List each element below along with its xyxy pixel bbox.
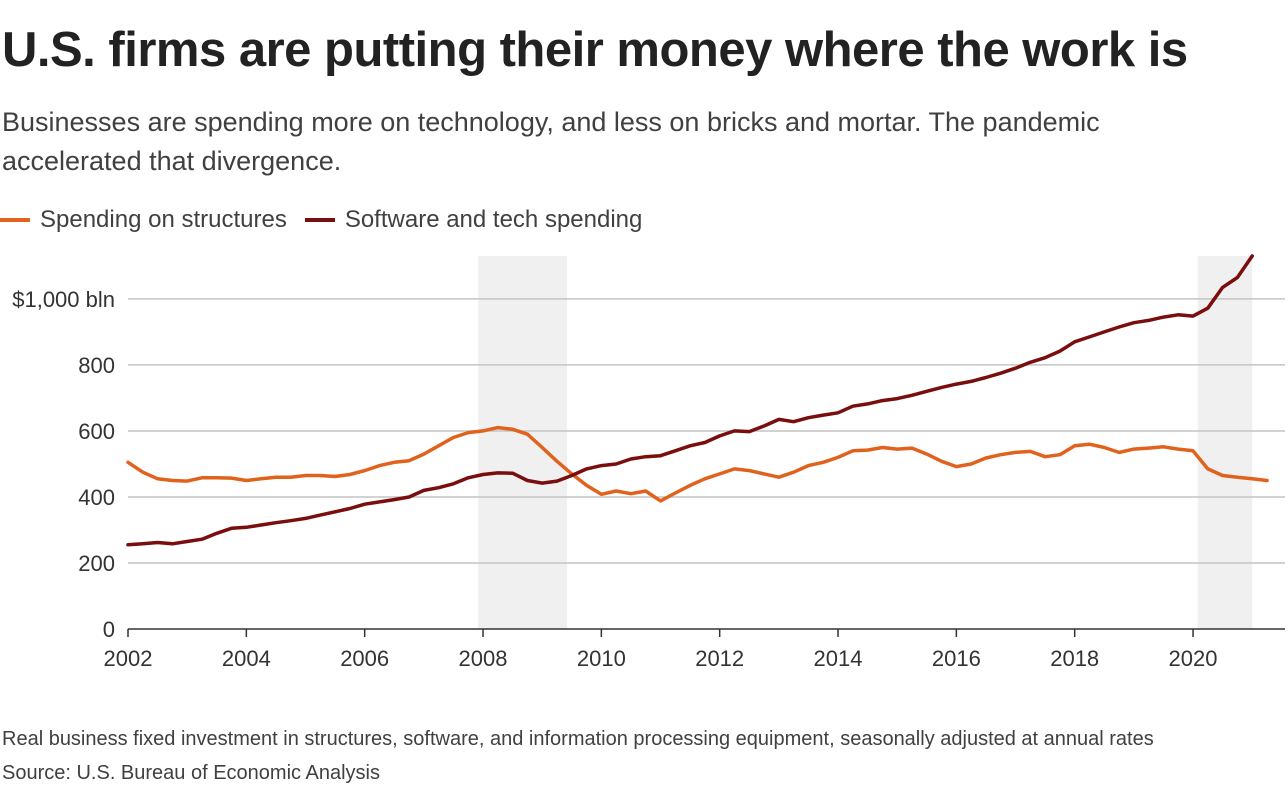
gridlines xyxy=(128,298,1285,564)
x-tick-label: 2016 xyxy=(932,646,981,671)
recession-band-2 xyxy=(1197,256,1253,629)
recession-band-1 xyxy=(478,256,568,629)
axes: 0 200 400 600 800 $1,000 bln 2002 2004 2006 2008 2… xyxy=(12,287,1285,671)
legend-swatch-structures xyxy=(0,218,30,222)
x-tick-label: 2008 xyxy=(459,646,508,671)
chart-subtitle: Businesses are spending more on technolo… xyxy=(2,107,1100,176)
recession-shading xyxy=(478,256,1253,629)
x-tick-label: 2012 xyxy=(695,646,744,671)
line-chart: 0 200 400 600 800 $1,000 bln 2002 2004 2006 2008 2… xyxy=(12,254,1285,671)
chart-title: U.S. firms are putting their money where… xyxy=(2,23,1188,77)
x-tick-label: 2018 xyxy=(1050,646,1099,671)
series-line-structures xyxy=(126,425,1269,503)
series-lines xyxy=(126,254,1269,547)
legend-label-structures: Spending on structures xyxy=(40,206,287,233)
series-line-software xyxy=(126,254,1254,547)
footnote-note: Real business fixed investment in struct… xyxy=(2,728,1154,750)
y-tick-label: 600 xyxy=(78,419,115,444)
x-tick-label: 2004 xyxy=(222,646,271,671)
y-tick-label: $1,000 bln xyxy=(12,287,115,312)
x-tick-label: 2006 xyxy=(340,646,389,671)
x-tick-label: 2020 xyxy=(1169,646,1218,671)
legend: Spending on structures Software and tech… xyxy=(0,206,660,234)
x-tick-label: 2002 xyxy=(104,646,153,671)
y-tick-label: 200 xyxy=(78,551,115,576)
x-tick-label: 2010 xyxy=(577,646,626,671)
y-tick-label: 800 xyxy=(78,353,115,378)
legend-item-software: Software and tech spending xyxy=(304,206,643,234)
x-tick-label: 2014 xyxy=(814,646,863,671)
y-tick-label: 0 xyxy=(103,617,115,642)
legend-item-structures: Spending on structures xyxy=(0,206,287,234)
legend-swatch-software xyxy=(304,218,335,222)
y-tick-label: 400 xyxy=(78,485,115,510)
footnote-source: Source: U.S. Bureau of Economic Analysis xyxy=(2,762,380,784)
legend-label-software: Software and tech spending xyxy=(344,206,643,233)
